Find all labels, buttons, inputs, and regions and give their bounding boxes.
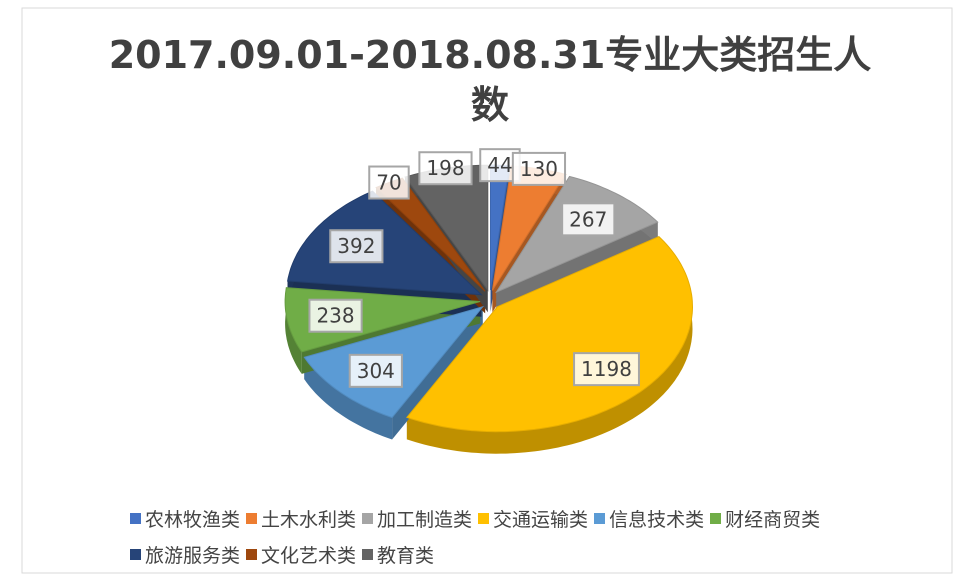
data-label-box — [561, 202, 616, 237]
legend-label: 农林牧渔类 — [145, 508, 241, 531]
data-label-text: 238 — [316, 304, 354, 328]
legend-swatch — [130, 512, 141, 524]
legend-label: 旅游服务类 — [145, 544, 241, 567]
data-label-box — [511, 151, 567, 186]
data-label-box — [308, 298, 363, 333]
data-label-box — [418, 151, 473, 186]
data-label-text: 267 — [569, 207, 607, 231]
legend: 农林牧渔类 土木水利类 加工制造类 交通运输类 信息技术类 财经商贸类旅游服务类 文化艺术类… — [130, 500, 860, 572]
legend-swatch — [362, 512, 374, 524]
chart-title: 2017.09.01-2018.08.31专业大类招生人数 — [108, 33, 872, 127]
legend-swatch — [362, 548, 374, 560]
legend-item: 文化艺术类 — [246, 536, 356, 572]
legend-item: 信息技术类 — [594, 500, 704, 536]
legend-item: 农林牧渔类 — [130, 500, 240, 536]
legend-label: 财经商贸类 — [725, 508, 821, 531]
title-box: 2017.09.01-2018.08.31专业大类招生人数 — [108, 33, 872, 127]
legend-swatch — [246, 512, 258, 524]
legend-swatch — [130, 548, 141, 560]
slice-side — [285, 287, 302, 374]
legend-swatch — [594, 512, 606, 524]
legend-swatch — [710, 512, 722, 524]
data-label-box — [348, 353, 403, 388]
data-label-text: 44 — [487, 153, 512, 177]
legend-swatch — [246, 548, 258, 560]
data-label-text: 70 — [376, 171, 401, 195]
legend-item: 交通运输类 — [478, 500, 588, 536]
data-label-text: 1198 — [581, 357, 632, 381]
data-label-box — [573, 352, 640, 387]
legend-item: 旅游服务类 — [130, 536, 240, 572]
legend-label: 教育类 — [377, 544, 435, 567]
slice-side — [304, 357, 393, 440]
legend-label: 文化艺术类 — [261, 544, 357, 567]
legend-item: 教育类 — [362, 536, 434, 572]
data-label: 198 — [418, 151, 473, 186]
slice — [287, 190, 483, 296]
data-label: 392 — [329, 229, 384, 264]
legend-swatch — [478, 512, 490, 524]
data-label: 130 — [511, 151, 567, 186]
data-label-text: 304 — [357, 359, 395, 383]
data-label-box — [329, 229, 384, 264]
data-label: 238 — [308, 298, 363, 333]
legend-label: 信息技术类 — [609, 508, 705, 531]
legend-item: 财经商贸类 — [710, 500, 820, 536]
data-label: 70 — [368, 165, 410, 200]
data-label-text: 130 — [520, 157, 558, 181]
legend-label: 土木水利类 — [261, 508, 357, 531]
legend-label: 交通运输类 — [493, 508, 589, 531]
data-label-text: 392 — [337, 234, 375, 258]
data-label-box — [368, 165, 410, 200]
legend-item: 土木水利类 — [246, 500, 356, 536]
slice-wall — [392, 306, 483, 440]
data-label: 1198 — [573, 352, 640, 387]
data-label: 304 — [348, 353, 403, 388]
legend-item: 加工制造类 — [362, 500, 472, 536]
data-label-text: 198 — [426, 156, 464, 180]
data-label: 267 — [561, 202, 616, 237]
legend-label: 加工制造类 — [377, 508, 473, 531]
